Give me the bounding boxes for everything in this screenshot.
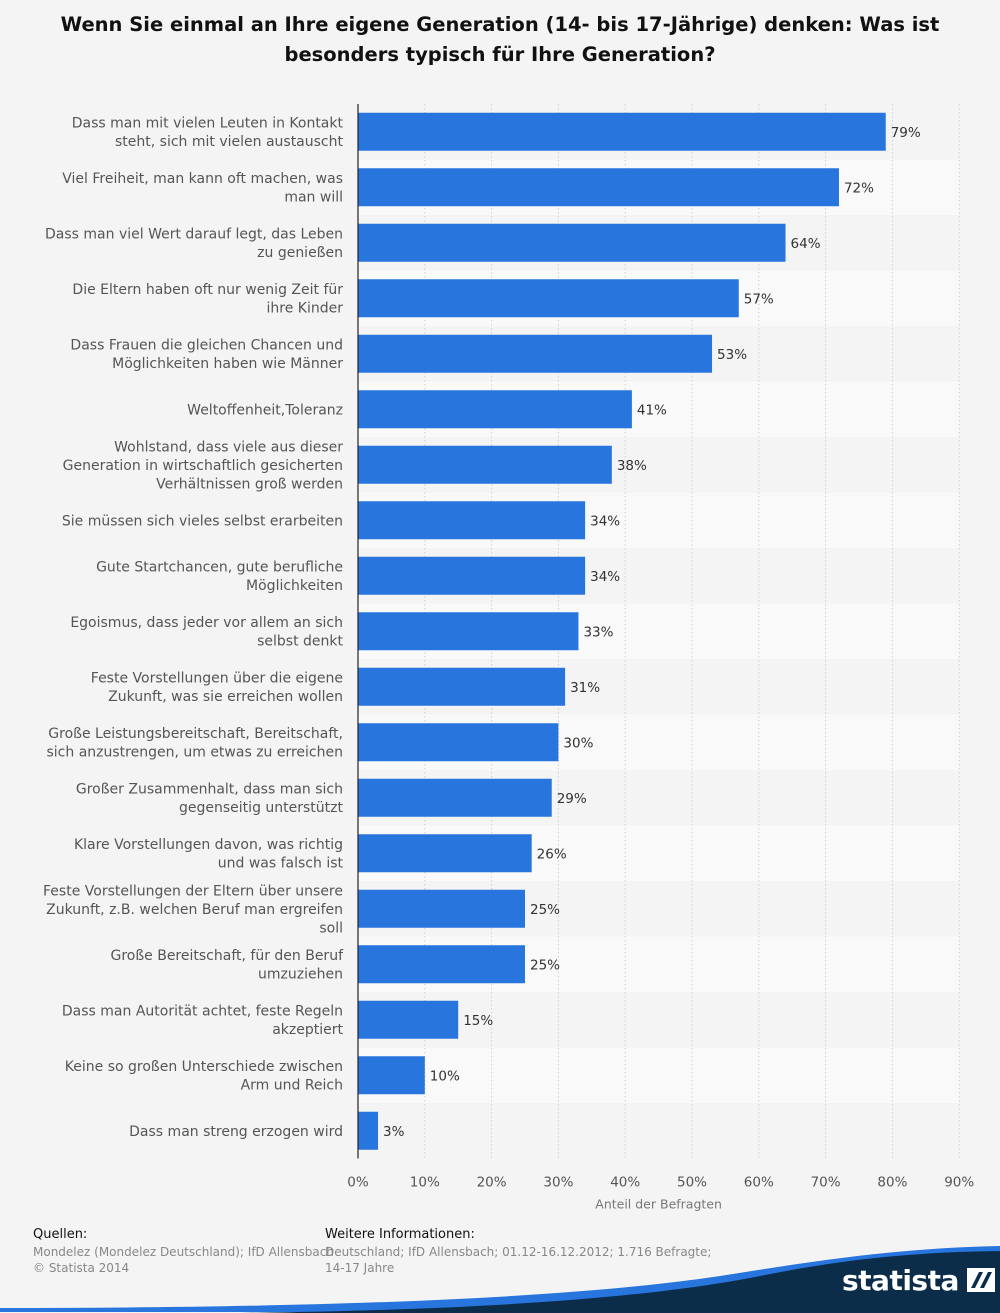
- x-tick-label: 10%: [410, 1175, 440, 1191]
- value-label: 34%: [590, 513, 620, 529]
- value-label: 34%: [590, 569, 620, 585]
- brand-name: statista: [842, 1263, 959, 1297]
- bar: [358, 723, 559, 762]
- info-line-1: Deutschland; IfD Allensbach; 01.12-16.12…: [325, 1245, 712, 1259]
- category-label: Dass Frauen die gleichen Chancen und Mögl…: [70, 338, 343, 373]
- bar: [358, 112, 886, 151]
- bar: [358, 445, 612, 484]
- category-label: Klare Vorstellungen davon, was richtig un…: [74, 837, 344, 872]
- x-tick-label: 0%: [347, 1175, 369, 1191]
- value-labels: 79% 72% 64% 57% 53% 41% 38% 34% 34% 33% 31% 30% 29% 2…: [383, 125, 921, 1140]
- bars: [358, 112, 886, 1150]
- x-tick-label: 60%: [744, 1175, 774, 1191]
- value-label: 41%: [637, 402, 667, 418]
- row-band: [358, 1047, 960, 1103]
- bar: [358, 834, 532, 873]
- bar: [358, 667, 566, 706]
- value-label: 72%: [844, 180, 874, 196]
- statista-logo[interactable]: statista: [842, 1260, 995, 1300]
- value-label: 38%: [617, 458, 647, 474]
- brand-swoosh: [0, 1246, 1000, 1313]
- category-label: Die Eltern haben oft nur wenig Zeit für i…: [72, 282, 343, 317]
- value-label: 31%: [570, 680, 600, 696]
- swoosh-dark: [240, 1251, 1000, 1313]
- value-label: 10%: [430, 1068, 460, 1084]
- x-axis-title: Anteil der Befragten: [595, 1197, 722, 1212]
- x-tick-label: 40%: [610, 1175, 640, 1191]
- value-label: 15%: [463, 1013, 493, 1029]
- sources-block: Quellen: Mondelez (Mondelez Deutschland)…: [33, 1227, 334, 1276]
- bar: [358, 223, 786, 262]
- value-label: 3%: [383, 1124, 405, 1140]
- x-tick-label: 90%: [944, 1175, 974, 1191]
- category-label: Egoismus, dass jeder vor allem an sich se…: [70, 615, 343, 650]
- bar: [358, 1056, 425, 1095]
- bar: [358, 556, 586, 595]
- statista-logo-icon: [966, 1268, 995, 1292]
- chart-title: Wenn Sie einmal an Ihre eigene Generatio…: [0, 10, 1000, 70]
- category-label: Keine so großen Unterschiede zwischen Arm…: [65, 1059, 343, 1094]
- value-label: 57%: [744, 291, 774, 307]
- value-label: 30%: [563, 735, 593, 751]
- bar: [358, 168, 839, 207]
- info-line-2: 14-17 Jahre: [325, 1261, 395, 1275]
- sources-heading: Quellen:: [33, 1227, 88, 1242]
- bar-chart: 79% 72% 64% 57% 53% 41% 38% 34% 34% 33% 31% 30% 29% 2…: [43, 104, 974, 1212]
- bar: [358, 778, 552, 817]
- category-label: Dass man viel Wert darauf legt, das Lebe…: [45, 227, 343, 262]
- bar: [358, 501, 586, 540]
- x-tick-label: 80%: [877, 1175, 907, 1191]
- value-label: 33%: [583, 624, 613, 640]
- category-label: Weltoffenheit,Toleranz: [187, 402, 343, 418]
- info-heading: Weitere Informationen:: [325, 1227, 475, 1242]
- x-tick-labels: 0% 10% 20% 30% 40% 50% 60% 70% 80% 90%: [347, 1175, 974, 1191]
- category-label: Dass man streng erzogen wird: [129, 1124, 343, 1140]
- category-label: Große Bereitschaft, für den Beruf umzuzie…: [110, 948, 344, 983]
- bar: [358, 1000, 459, 1039]
- category-label: Feste Vorstellungen über die eigene Zukun…: [91, 671, 343, 706]
- sources-line-1: Mondelez (Mondelez Deutschland); IfD All…: [33, 1245, 334, 1259]
- info-block: Weitere Informationen: Deutschland; IfD …: [325, 1227, 725, 1276]
- value-label: 26%: [537, 846, 567, 862]
- category-label: Feste Vorstellungen der Eltern über unse…: [43, 883, 343, 936]
- value-label: 29%: [557, 791, 587, 807]
- category-label: Dass man Autorität achtet, feste Regeln a…: [62, 1004, 344, 1039]
- x-tick-label: 20%: [477, 1175, 507, 1191]
- value-label: 53%: [717, 347, 747, 363]
- category-labels: Dass man mit vielen Leuten in Kontakt ste…: [43, 116, 344, 1140]
- bar: [358, 390, 632, 429]
- row-band: [358, 1103, 960, 1159]
- chart-title-line-2: besonders typisch für Ihre Generation?: [284, 43, 716, 66]
- bar: [358, 612, 579, 651]
- bar: [358, 1111, 379, 1150]
- bar: [358, 279, 739, 318]
- chart-title-line-1: Wenn Sie einmal an Ihre eigene Generatio…: [60, 13, 940, 36]
- x-tick-label: 30%: [543, 1175, 573, 1191]
- x-tick-label: 70%: [811, 1175, 841, 1191]
- category-label: Dass man mit vielen Leuten in Kontakt ste…: [72, 116, 344, 151]
- value-label: 25%: [530, 902, 560, 918]
- bar: [358, 334, 713, 373]
- sources-line-2: © Statista 2014: [33, 1261, 130, 1275]
- bar: [358, 889, 525, 928]
- value-label: 64%: [791, 236, 821, 252]
- category-label: Großer Zusammenhalt, dass man sich gegens…: [76, 782, 344, 817]
- category-label: Große Leistungsbereitschaft, Bereitschaf…: [46, 726, 343, 761]
- bar: [358, 945, 525, 984]
- value-label: 79%: [891, 125, 921, 141]
- x-tick-label: 50%: [677, 1175, 707, 1191]
- category-label: Wohlstand, dass viele aus dieser Generati…: [63, 439, 344, 492]
- category-label: Gute Startchancen, gute berufliche Möglic…: [96, 560, 343, 595]
- value-label: 25%: [530, 957, 560, 973]
- category-label: Sie müssen sich vieles selbst erarbeiten: [62, 513, 343, 529]
- category-label: Viel Freiheit, man kann oft machen, was m…: [62, 171, 343, 206]
